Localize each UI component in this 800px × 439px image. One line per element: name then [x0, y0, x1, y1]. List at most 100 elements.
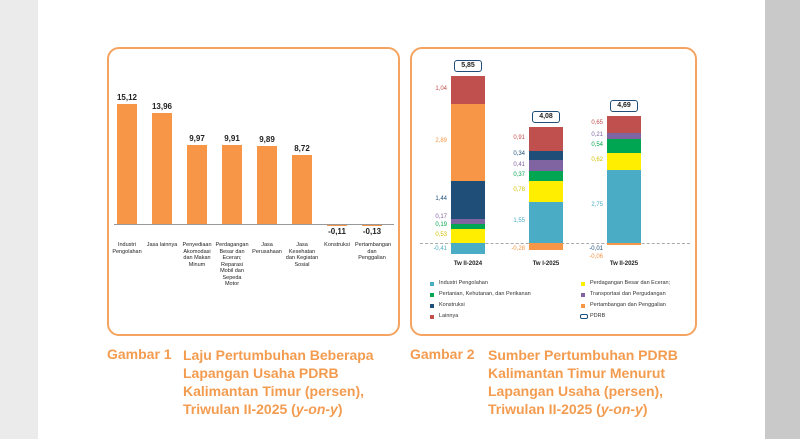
bar [327, 225, 347, 226]
bar-segment [607, 169, 641, 243]
legend-marker [581, 303, 585, 308]
x-tick-label: Jasa Kesehatan dan Kegiatan Sosial [285, 242, 319, 268]
bar [257, 145, 277, 224]
data-label: 0,54 [591, 141, 603, 148]
data-label: 0,19 [435, 222, 447, 229]
data-label: -0,28 [511, 246, 525, 252]
bar [292, 154, 312, 224]
legend-label: Industri Pengolahan [439, 280, 488, 286]
chart-frame [107, 47, 400, 336]
data-label: 9,91 [224, 134, 240, 144]
bar [222, 145, 242, 224]
data-label: 8,72 [294, 143, 310, 153]
legend-label: Pertanian, Kehutanan, dan Perikanan [439, 291, 531, 297]
data-label: 0,62 [591, 157, 603, 164]
bar-segment [451, 223, 485, 229]
bar [152, 113, 172, 224]
data-label: 0,53 [435, 231, 447, 238]
data-label: 2,75 [591, 202, 603, 209]
data-label: 1,44 [435, 196, 447, 203]
data-label: 13,96 [151, 102, 173, 112]
bar-segment [529, 126, 563, 151]
bar-segment [451, 180, 485, 220]
bar [117, 104, 137, 224]
x-tick-label: Penyediaan Akomodasi dan Makan Minum [182, 242, 212, 268]
data-label: 0,37 [513, 171, 525, 178]
data-label: 15,12 [116, 93, 138, 102]
x-tick-label: Konstruksi [324, 242, 350, 248]
data-label: 9,97 [189, 133, 205, 143]
data-label: 1,55 [513, 218, 525, 225]
data-label: 0,91 [513, 134, 525, 141]
legend-label: Pertambangan dan Penggalian [590, 302, 666, 308]
legend-marker [430, 303, 434, 308]
legend-label: Lainnya [439, 313, 459, 319]
bar-segment [607, 115, 641, 134]
bar-segment [607, 133, 641, 139]
bar-segment [529, 243, 563, 251]
bar-segment [529, 170, 563, 181]
bar-segment [451, 76, 485, 104]
total-label: 5,85 [454, 60, 482, 72]
data-label: 0,17 [435, 214, 447, 221]
bar-segment [451, 243, 485, 254]
bar-segment [607, 153, 641, 170]
legend-marker [430, 281, 434, 286]
x-tick-label: Perdagangan Besar dan Eceran; Reparasi M… [215, 242, 249, 287]
legend-label: Perdagangan Besar dan Eceran; [590, 280, 671, 286]
caption-text: ) [337, 401, 343, 417]
bar-segment [529, 180, 563, 202]
data-label: -0,13 [362, 227, 382, 236]
caption-label: Gambar 1 [107, 346, 172, 362]
bar-segment [529, 201, 563, 243]
side-band [765, 0, 800, 439]
data-label: 1,04 [435, 85, 447, 92]
legend-marker [581, 292, 585, 297]
x-tick-label: Jasa lainnya [146, 242, 178, 248]
bar-segment [529, 160, 563, 171]
data-label: 2,89 [435, 138, 447, 145]
legend-label: Konstruksi [439, 302, 465, 308]
data-label: 0,41 [513, 161, 525, 168]
x-tick-label: Jasa Perusahaan [252, 242, 282, 255]
caption-text: y-on-y [295, 401, 338, 417]
bar-segment [451, 228, 485, 243]
bar-segment [529, 150, 563, 161]
bar-segment [451, 103, 485, 181]
data-label: -0,11 [328, 227, 346, 236]
caption: Sumber Pertumbuhan PDRB Kalimantan Timur… [488, 346, 688, 418]
bar-segment [451, 219, 485, 224]
legend-marker [430, 314, 434, 319]
legend-marker [581, 281, 585, 286]
total-label: 4,69 [610, 99, 638, 112]
data-label: 0,21 [591, 131, 603, 138]
data-label: 0,78 [513, 187, 525, 194]
total-label: 4,08 [532, 110, 560, 123]
bar [362, 225, 382, 227]
data-label: -0,41 [433, 246, 447, 252]
legend-label: PDRB [590, 313, 606, 319]
caption: Laju Pertumbuhan Beberapa Lapangan Usaha… [183, 346, 398, 418]
chart-frame [410, 47, 697, 336]
x-tick-label: Tw II-2025 [609, 261, 639, 267]
bar [187, 144, 207, 224]
legend-marker [430, 292, 434, 297]
caption-text: Sumber Pertumbuhan PDRB Kalimantan Timur… [488, 347, 678, 417]
caption-text: Laju Pertumbuhan Beberapa Lapangan Usaha… [183, 347, 374, 417]
caption-text: y-on-y [600, 401, 643, 417]
x-tick-label: Industri Pengolahan [112, 242, 142, 255]
legend-label: Transportasi dan Pergudangan [590, 291, 666, 297]
legend-marker [580, 314, 588, 319]
data-label: 0,65 [591, 120, 603, 127]
x-tick-label: Tw I-2025 [532, 261, 560, 267]
data-label: 0,34 [513, 151, 525, 158]
baseline [114, 224, 394, 225]
bar-segment [607, 243, 641, 245]
data-label: -0,01 [589, 246, 603, 252]
data-label: 9,89 [259, 134, 275, 144]
bar-segment [607, 138, 641, 154]
x-tick-label: Tw II-2024 [453, 261, 483, 267]
x-tick-label: Pertambangan dan Penggalian [355, 242, 392, 261]
data-label: -0,06 [589, 254, 603, 260]
